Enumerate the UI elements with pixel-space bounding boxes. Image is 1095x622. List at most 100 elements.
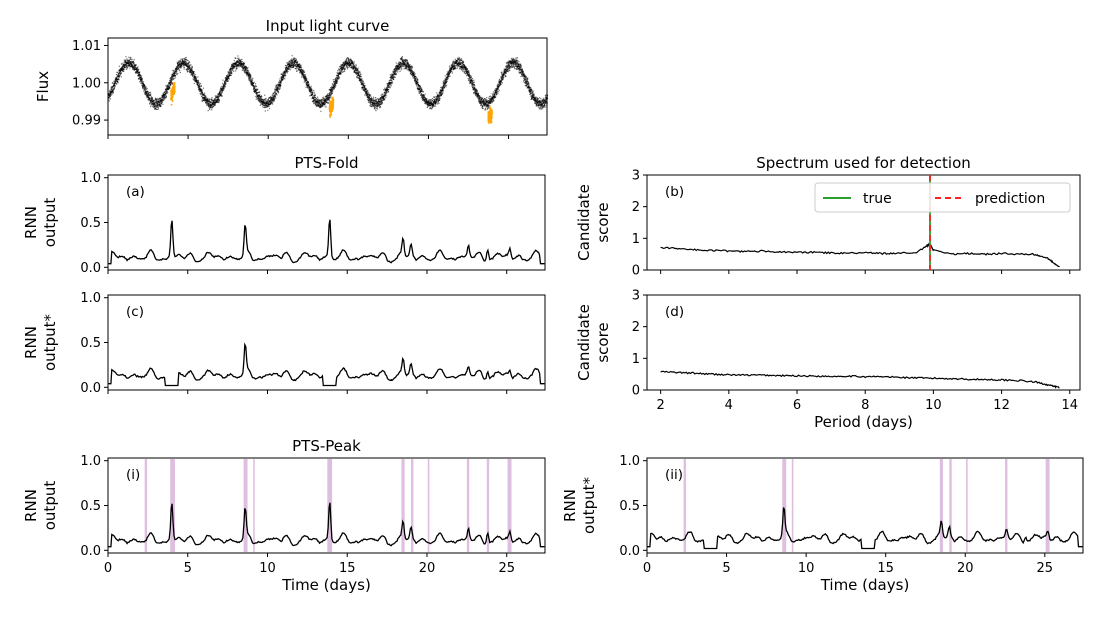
flux-point — [425, 101, 427, 103]
flux-point — [342, 66, 344, 68]
flux-point — [228, 75, 230, 77]
flux-point — [178, 68, 180, 70]
flux-point — [136, 67, 138, 69]
flux-point — [145, 91, 148, 93]
flux-point — [156, 100, 158, 102]
flux-point — [123, 63, 125, 65]
flux-point — [157, 107, 160, 109]
flux-point — [258, 96, 260, 98]
flux-point — [419, 86, 421, 88]
flux-point — [318, 101, 320, 103]
flux-point — [334, 81, 336, 83]
flux-point — [166, 88, 168, 90]
flux-point — [157, 106, 159, 108]
flux-point — [233, 65, 235, 67]
flux-point — [332, 85, 335, 87]
flux-point — [200, 94, 202, 96]
flux-point — [112, 91, 114, 93]
flux-point — [394, 73, 396, 76]
flux-point — [193, 72, 195, 74]
flux-point — [256, 97, 258, 99]
flux-point — [428, 100, 430, 102]
flux-point — [464, 70, 466, 72]
flux-point — [398, 61, 400, 63]
flux-point — [326, 101, 328, 103]
flux-point — [244, 65, 246, 67]
flux-point — [243, 62, 245, 64]
flux-point — [258, 95, 260, 97]
flux-point — [198, 87, 200, 89]
flux-point — [115, 81, 117, 83]
flux-point — [147, 90, 149, 92]
flux-point — [285, 75, 287, 77]
flux-point — [349, 66, 351, 68]
flux-point — [187, 59, 189, 61]
flux-point — [213, 105, 215, 108]
flux-point — [205, 102, 207, 104]
flux-point — [340, 66, 342, 68]
flux-point — [270, 100, 272, 102]
flux-point — [411, 70, 413, 72]
flux-point — [334, 83, 336, 85]
flux-point — [309, 95, 311, 97]
flux-point — [176, 68, 178, 70]
flux-point — [312, 96, 315, 98]
flux-point — [319, 99, 321, 101]
flux-point — [265, 106, 267, 108]
flux-point — [442, 91, 444, 93]
flux-point — [393, 78, 395, 80]
flux-point — [458, 65, 460, 67]
flux-point — [439, 97, 441, 100]
flux-point — [466, 69, 468, 71]
flux-point — [222, 79, 224, 81]
flux-point — [256, 93, 258, 96]
flux-point — [117, 81, 119, 83]
flux-point — [185, 64, 187, 66]
flux-point — [193, 77, 195, 79]
flux-point — [121, 62, 123, 64]
flux-point — [190, 70, 192, 72]
flux-point — [431, 102, 433, 104]
flux-point — [136, 71, 138, 73]
flux-point — [248, 76, 250, 78]
flux-point — [450, 64, 452, 66]
flux-point — [250, 78, 252, 80]
flux-point — [437, 100, 439, 102]
flux-point — [244, 72, 246, 74]
flux-point — [248, 78, 251, 81]
flux-point — [132, 68, 134, 70]
flux-point — [376, 98, 379, 100]
flux-point — [195, 76, 197, 78]
flux-point — [406, 61, 408, 63]
flux-point — [420, 93, 422, 95]
flux-point — [300, 66, 302, 68]
flux-point — [348, 60, 350, 62]
flux-point — [178, 69, 180, 71]
flux-point — [459, 64, 461, 66]
flux-point — [134, 72, 137, 74]
flux-point — [288, 67, 290, 69]
flux-point — [122, 69, 124, 72]
flux-point — [221, 91, 223, 93]
flux-point — [228, 78, 230, 80]
flux-point — [218, 95, 220, 97]
flux-point — [162, 93, 164, 95]
flux-point — [321, 105, 323, 108]
flux-point — [210, 101, 213, 104]
flux-point — [226, 76, 228, 78]
flux-point — [277, 92, 280, 94]
flux-point — [221, 87, 224, 90]
flux-point — [367, 100, 369, 102]
flux-point — [350, 58, 352, 60]
flux-point — [438, 93, 441, 96]
flux-point — [165, 91, 168, 93]
flux-point — [377, 105, 379, 107]
flux-point — [438, 97, 440, 99]
flux-point — [410, 73, 412, 75]
flux-point — [429, 108, 431, 110]
flux-point — [422, 95, 424, 98]
flux-point — [149, 97, 151, 99]
flux-point — [406, 60, 408, 62]
flux-point — [380, 103, 382, 105]
flux-point — [453, 63, 455, 65]
